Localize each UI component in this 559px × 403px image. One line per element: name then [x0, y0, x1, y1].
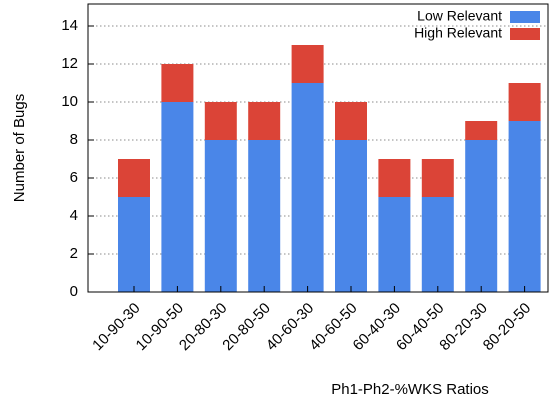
bar-segment: [291, 83, 324, 292]
bar-segment: [378, 197, 411, 292]
bar-segment: [421, 159, 454, 197]
bar-segment: [508, 121, 541, 292]
y-tick-label: 12: [61, 55, 78, 72]
legend-label: Low Relevant: [417, 8, 502, 24]
y-tick-label: 10: [61, 93, 78, 110]
bar-segment: [508, 83, 541, 121]
bar-segment: [118, 197, 150, 292]
y-tick-label: 0: [70, 283, 78, 300]
x-axis-label: Ph1-Ph2-%WKS Ratios: [331, 381, 489, 398]
bar-segment: [421, 197, 454, 292]
bar-segment: [118, 159, 150, 197]
bar-segment: [335, 102, 367, 140]
legend-swatch: [510, 28, 540, 40]
bar-segment: [161, 102, 194, 292]
bar-segment: [248, 102, 281, 140]
legend-label: High Relevant: [414, 25, 502, 41]
y-tick-label: 8: [70, 131, 78, 148]
plot-frame: [87, 3, 549, 293]
y-tick-label: 4: [70, 207, 78, 224]
bar-segment: [161, 64, 194, 102]
bar-segment: [335, 140, 367, 292]
bar-segment: [378, 159, 411, 197]
x-tick-label: 80-20-50: [480, 300, 534, 354]
y-tick-label: 14: [61, 17, 78, 34]
bar-segment: [248, 140, 281, 292]
bar-segment: [465, 140, 498, 292]
bar-segment: [204, 140, 237, 292]
y-tick-label: 6: [70, 169, 78, 186]
y-axis-label: Number of Bugs: [11, 94, 28, 202]
bar-segment: [204, 102, 237, 140]
legend-swatch: [510, 11, 540, 23]
bar-segment: [291, 45, 324, 83]
bar-segment: [465, 121, 498, 140]
y-tick-label: 2: [70, 245, 78, 262]
